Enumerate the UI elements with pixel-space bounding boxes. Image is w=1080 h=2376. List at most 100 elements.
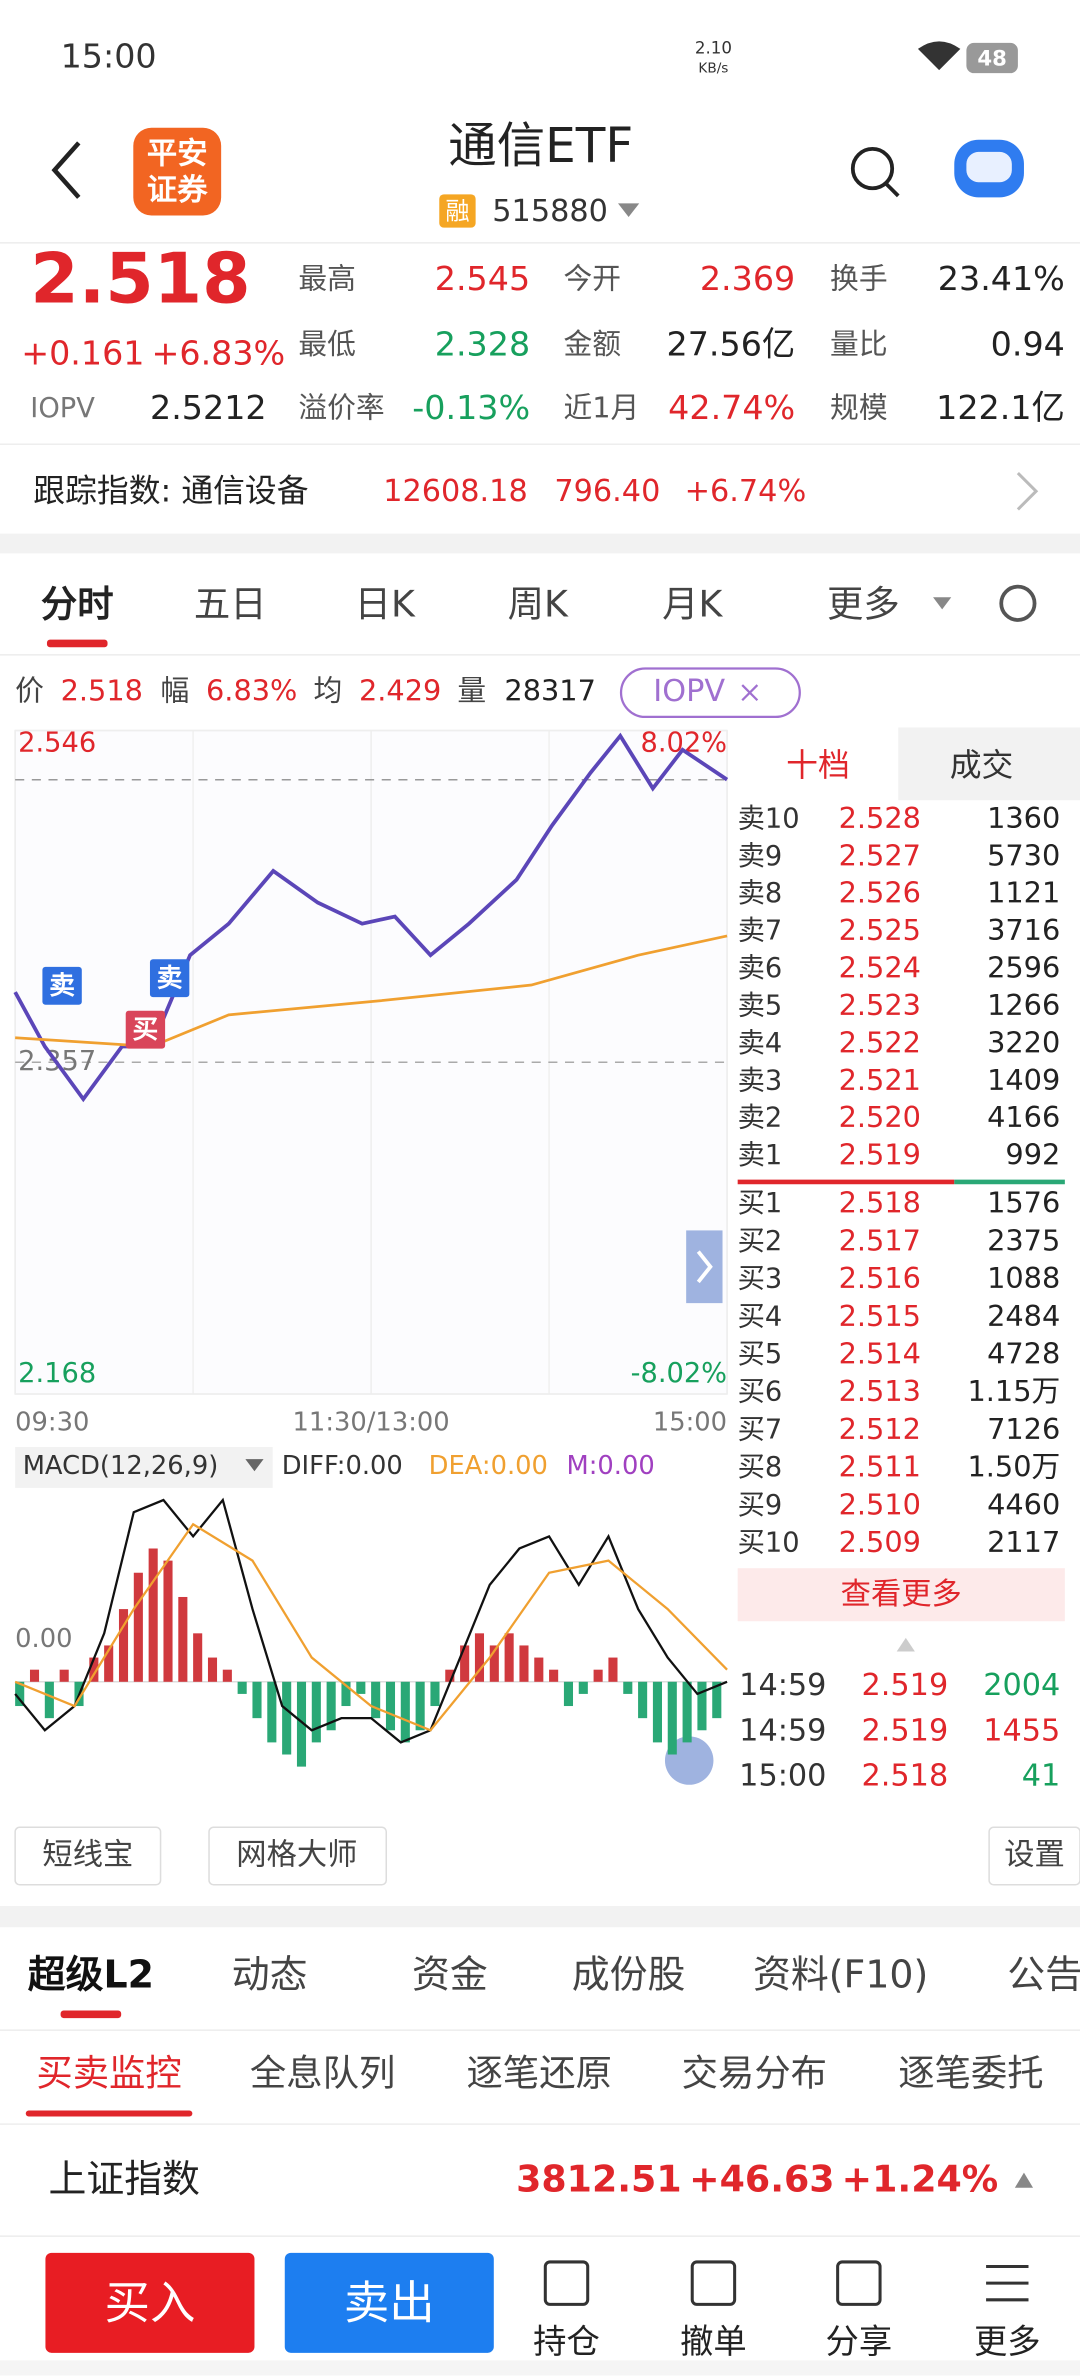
macd-bar	[667, 1681, 677, 1755]
tool-label: 设置	[1004, 1837, 1065, 1872]
book-volume: 2484	[987, 1299, 1060, 1333]
indicator-selector[interactable]	[15, 1447, 273, 1488]
book-price: 2.518	[839, 1186, 921, 1220]
last-price: 2.518	[30, 239, 250, 320]
macd-bar	[178, 1596, 188, 1682]
expand-button[interactable]	[686, 1230, 723, 1304]
book-price: 2.513	[839, 1374, 921, 1408]
sub-tab: 逐笔委托	[898, 2052, 1043, 2095]
book-volume: 3220	[987, 1025, 1060, 1059]
info-label: 均	[314, 674, 343, 708]
expand-icon	[696, 1250, 713, 1284]
book-level: 买4	[738, 1301, 783, 1332]
iopv-value: 2.5212	[150, 388, 267, 427]
holdings-icon[interactable]	[543, 2260, 590, 2306]
action-label: 分享	[826, 2322, 893, 2361]
margin-tag-text: 融	[445, 198, 469, 226]
fullscreen-button[interactable]	[664, 1736, 714, 1785]
more-button[interactable]	[737, 1568, 1065, 1622]
battery-level: 48	[977, 46, 1007, 71]
macd-bar	[15, 1681, 25, 1707]
book-volume: 1.15万	[967, 1374, 1060, 1408]
stat-value: 27.56亿	[667, 324, 796, 363]
macd-bar	[400, 1681, 410, 1743]
back-button[interactable]	[51, 141, 81, 199]
indicator-legend: DEA:0.00	[429, 1451, 548, 1481]
x-tick-label: 11:30/13:00	[293, 1407, 450, 1437]
stat-label: 近1月	[563, 390, 639, 424]
period-tab[interactable]: 五日	[194, 582, 267, 625]
tab-indicator	[60, 2010, 122, 2019]
book-price: 2.520	[839, 1100, 921, 1134]
sell-label: 卖出	[344, 2276, 435, 2329]
book-volume: 4728	[987, 1337, 1060, 1371]
period-tab[interactable]: 月K	[662, 582, 723, 625]
more-icon[interactable]	[986, 2264, 1029, 2302]
trade-marker-text: 卖	[49, 971, 75, 1001]
iopv-label: IOPV	[30, 393, 95, 424]
track-change: 796.40	[554, 474, 660, 509]
macd-bar	[652, 1681, 662, 1743]
net-speed-unit: KB/s	[698, 61, 728, 77]
period-tab[interactable]: 更多	[827, 582, 900, 625]
info-value: 28317	[504, 674, 596, 708]
book-price: 2.515	[839, 1299, 921, 1333]
iopv-toggle-text: IOPV	[653, 674, 725, 709]
share-icon[interactable]	[836, 2260, 882, 2306]
buy-button[interactable]	[45, 2252, 255, 2353]
macd-bar	[385, 1681, 396, 1731]
info-value: 6.83%	[206, 674, 297, 708]
stat-label: 最高	[298, 262, 356, 296]
period-tab[interactable]: 周K	[508, 582, 569, 625]
macd-bar	[118, 1609, 129, 1682]
stat-value: 2.369	[700, 259, 795, 298]
dropdown-arrow	[933, 597, 952, 610]
search-button[interactable]	[850, 147, 895, 191]
period-tab[interactable]: 日K	[355, 582, 416, 625]
dropdown-arrow	[618, 203, 640, 218]
macd-bar	[193, 1633, 203, 1682]
book-volume: 4166	[987, 1100, 1060, 1134]
book-level: 卖2	[738, 1103, 783, 1134]
assistant-face	[966, 151, 1012, 183]
iopv-toggle[interactable]	[619, 667, 801, 719]
macd-bar	[712, 1681, 722, 1719]
indicator-legend: DIFF:0.00	[282, 1451, 403, 1481]
pct-label: 8.02%	[640, 728, 727, 759]
book-price: 2.517	[839, 1223, 921, 1257]
action-label: 更多	[974, 2322, 1041, 2361]
book-level: 卖1	[738, 1140, 783, 1171]
section-tab: 公告	[1007, 1953, 1080, 1997]
macd-bar	[282, 1681, 292, 1755]
book-price: 2.514	[839, 1337, 921, 1371]
book-level: 卖6	[738, 953, 783, 984]
cancel-icon[interactable]	[690, 2260, 737, 2306]
expand-arrow	[1014, 2172, 1034, 2188]
sell-button[interactable]	[284, 2252, 494, 2353]
macd-bar	[504, 1633, 514, 1682]
sub-tab: 买卖监控	[36, 2052, 181, 2095]
stat-value: 2.545	[435, 259, 530, 298]
info-label: 幅	[161, 674, 190, 708]
section-gap	[0, 1905, 1080, 1928]
tool-button[interactable]	[208, 1826, 388, 1886]
book-tab: 十档	[786, 747, 850, 784]
price-change: +0.161	[21, 333, 144, 372]
book-volume: 2375	[987, 1223, 1060, 1257]
x-tick-label: 15:00	[653, 1407, 727, 1437]
period-tab[interactable]: 分时	[41, 582, 114, 625]
tool-button[interactable]	[988, 1826, 1080, 1886]
section-tab: 资料(F10)	[753, 1953, 928, 1997]
macd-bar	[415, 1681, 425, 1731]
book-level: 卖9	[738, 841, 783, 872]
tool-button[interactable]	[14, 1826, 162, 1886]
settings-button[interactable]	[999, 584, 1037, 622]
macd-bar	[460, 1645, 470, 1682]
macd-bar	[474, 1633, 485, 1682]
market-pct: +1.24%	[842, 2158, 999, 2201]
info-value: 2.518	[61, 674, 143, 708]
stat-value: 0.94	[991, 324, 1065, 363]
trade-time: 14:59	[739, 1713, 826, 1748]
macd-bar	[311, 1681, 321, 1743]
